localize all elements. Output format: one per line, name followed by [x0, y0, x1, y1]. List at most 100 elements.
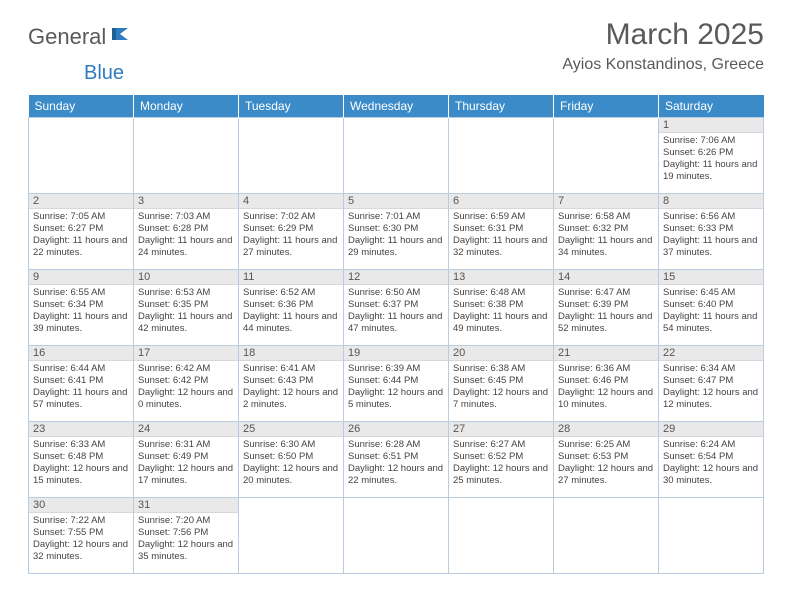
sunrise-line: Sunrise: 6:48 AM [453, 287, 549, 299]
calendar-day-cell [554, 118, 659, 194]
calendar-day-cell: 13Sunrise: 6:48 AMSunset: 6:38 PMDayligh… [449, 270, 554, 346]
daylight-line: Daylight: 12 hours and 5 minutes. [348, 387, 444, 411]
calendar-day-cell: 2Sunrise: 7:05 AMSunset: 6:27 PMDaylight… [29, 194, 134, 270]
sunset-line: Sunset: 6:52 PM [453, 451, 549, 463]
daylight-line: Daylight: 12 hours and 12 minutes. [663, 387, 759, 411]
calendar-day-cell [344, 498, 449, 574]
sunrise-line: Sunrise: 6:59 AM [453, 211, 549, 223]
calendar-day-cell: 1Sunrise: 7:06 AMSunset: 6:26 PMDaylight… [659, 118, 764, 194]
day-details: Sunrise: 6:38 AMSunset: 6:45 PMDaylight:… [449, 361, 553, 413]
sunset-line: Sunset: 6:33 PM [663, 223, 759, 235]
day-number: 25 [239, 422, 343, 437]
sunset-line: Sunset: 6:35 PM [138, 299, 234, 311]
day-number: 7 [554, 194, 658, 209]
sunset-line: Sunset: 6:54 PM [663, 451, 759, 463]
calendar-day-cell [239, 498, 344, 574]
day-details: Sunrise: 6:25 AMSunset: 6:53 PMDaylight:… [554, 437, 658, 489]
calendar-week-row: 9Sunrise: 6:55 AMSunset: 6:34 PMDaylight… [29, 270, 764, 346]
weekday-header: Thursday [449, 95, 554, 118]
daylight-line: Daylight: 11 hours and 47 minutes. [348, 311, 444, 335]
calendar-day-cell: 18Sunrise: 6:41 AMSunset: 6:43 PMDayligh… [239, 346, 344, 422]
calendar-day-cell [449, 118, 554, 194]
sunrise-line: Sunrise: 6:31 AM [138, 439, 234, 451]
day-number: 1 [659, 118, 763, 133]
sunrise-line: Sunrise: 7:02 AM [243, 211, 339, 223]
sunrise-line: Sunrise: 7:22 AM [33, 515, 129, 527]
weekday-header: Tuesday [239, 95, 344, 118]
day-number: 28 [554, 422, 658, 437]
sunset-line: Sunset: 6:51 PM [348, 451, 444, 463]
sunset-line: Sunset: 6:38 PM [453, 299, 549, 311]
day-details: Sunrise: 6:27 AMSunset: 6:52 PMDaylight:… [449, 437, 553, 489]
day-details: Sunrise: 7:03 AMSunset: 6:28 PMDaylight:… [134, 209, 238, 261]
sunrise-line: Sunrise: 6:55 AM [33, 287, 129, 299]
weekday-header: Saturday [659, 95, 764, 118]
day-number: 14 [554, 270, 658, 285]
calendar-day-cell: 22Sunrise: 6:34 AMSunset: 6:47 PMDayligh… [659, 346, 764, 422]
calendar-week-row: 16Sunrise: 6:44 AMSunset: 6:41 PMDayligh… [29, 346, 764, 422]
daylight-line: Daylight: 11 hours and 39 minutes. [33, 311, 129, 335]
day-details: Sunrise: 6:44 AMSunset: 6:41 PMDaylight:… [29, 361, 133, 413]
day-number: 18 [239, 346, 343, 361]
sunset-line: Sunset: 6:50 PM [243, 451, 339, 463]
weekday-header: Monday [134, 95, 239, 118]
calendar-day-cell: 23Sunrise: 6:33 AMSunset: 6:48 PMDayligh… [29, 422, 134, 498]
daylight-line: Daylight: 12 hours and 10 minutes. [558, 387, 654, 411]
daylight-line: Daylight: 11 hours and 19 minutes. [663, 159, 759, 183]
calendar-day-cell: 19Sunrise: 6:39 AMSunset: 6:44 PMDayligh… [344, 346, 449, 422]
month-title: March 2025 [562, 18, 764, 52]
day-details: Sunrise: 6:31 AMSunset: 6:49 PMDaylight:… [134, 437, 238, 489]
daylight-line: Daylight: 12 hours and 35 minutes. [138, 539, 234, 563]
sunset-line: Sunset: 6:29 PM [243, 223, 339, 235]
sunrise-line: Sunrise: 6:30 AM [243, 439, 339, 451]
sunrise-line: Sunrise: 6:53 AM [138, 287, 234, 299]
daylight-line: Daylight: 11 hours and 42 minutes. [138, 311, 234, 335]
brand-word1: General [28, 24, 106, 50]
day-details: Sunrise: 6:33 AMSunset: 6:48 PMDaylight:… [29, 437, 133, 489]
sunset-line: Sunset: 6:47 PM [663, 375, 759, 387]
sunset-line: Sunset: 6:37 PM [348, 299, 444, 311]
sunset-line: Sunset: 6:43 PM [243, 375, 339, 387]
day-details: Sunrise: 6:24 AMSunset: 6:54 PMDaylight:… [659, 437, 763, 489]
calendar-day-cell: 26Sunrise: 6:28 AMSunset: 6:51 PMDayligh… [344, 422, 449, 498]
day-number: 24 [134, 422, 238, 437]
day-details: Sunrise: 6:42 AMSunset: 6:42 PMDaylight:… [134, 361, 238, 413]
sunrise-line: Sunrise: 7:03 AM [138, 211, 234, 223]
calendar-day-cell [659, 498, 764, 574]
daylight-line: Daylight: 11 hours and 24 minutes. [138, 235, 234, 259]
sunrise-line: Sunrise: 6:41 AM [243, 363, 339, 375]
sunset-line: Sunset: 6:26 PM [663, 147, 759, 159]
day-number: 15 [659, 270, 763, 285]
sunrise-line: Sunrise: 7:05 AM [33, 211, 129, 223]
daylight-line: Daylight: 12 hours and 20 minutes. [243, 463, 339, 487]
calendar-day-cell: 28Sunrise: 6:25 AMSunset: 6:53 PMDayligh… [554, 422, 659, 498]
sunrise-line: Sunrise: 6:38 AM [453, 363, 549, 375]
calendar-day-cell: 20Sunrise: 6:38 AMSunset: 6:45 PMDayligh… [449, 346, 554, 422]
sunrise-line: Sunrise: 6:45 AM [663, 287, 759, 299]
calendar-day-cell: 31Sunrise: 7:20 AMSunset: 7:56 PMDayligh… [134, 498, 239, 574]
sunrise-line: Sunrise: 7:01 AM [348, 211, 444, 223]
daylight-line: Daylight: 11 hours and 37 minutes. [663, 235, 759, 259]
daylight-line: Daylight: 11 hours and 34 minutes. [558, 235, 654, 259]
sunset-line: Sunset: 6:39 PM [558, 299, 654, 311]
day-details: Sunrise: 6:58 AMSunset: 6:32 PMDaylight:… [554, 209, 658, 261]
calendar-header-row: Sunday Monday Tuesday Wednesday Thursday… [29, 95, 764, 118]
day-number: 19 [344, 346, 448, 361]
calendar-day-cell: 17Sunrise: 6:42 AMSunset: 6:42 PMDayligh… [134, 346, 239, 422]
calendar-day-cell: 24Sunrise: 6:31 AMSunset: 6:49 PMDayligh… [134, 422, 239, 498]
calendar-day-cell: 11Sunrise: 6:52 AMSunset: 6:36 PMDayligh… [239, 270, 344, 346]
day-number: 29 [659, 422, 763, 437]
sunrise-line: Sunrise: 6:27 AM [453, 439, 549, 451]
day-number: 11 [239, 270, 343, 285]
weekday-header: Friday [554, 95, 659, 118]
calendar-day-cell: 16Sunrise: 6:44 AMSunset: 6:41 PMDayligh… [29, 346, 134, 422]
calendar-day-cell: 7Sunrise: 6:58 AMSunset: 6:32 PMDaylight… [554, 194, 659, 270]
sunrise-line: Sunrise: 6:47 AM [558, 287, 654, 299]
day-number: 12 [344, 270, 448, 285]
calendar-week-row: 30Sunrise: 7:22 AMSunset: 7:55 PMDayligh… [29, 498, 764, 574]
sunrise-line: Sunrise: 7:20 AM [138, 515, 234, 527]
day-number: 31 [134, 498, 238, 513]
day-details: Sunrise: 6:50 AMSunset: 6:37 PMDaylight:… [344, 285, 448, 337]
day-details: Sunrise: 6:39 AMSunset: 6:44 PMDaylight:… [344, 361, 448, 413]
daylight-line: Daylight: 11 hours and 44 minutes. [243, 311, 339, 335]
